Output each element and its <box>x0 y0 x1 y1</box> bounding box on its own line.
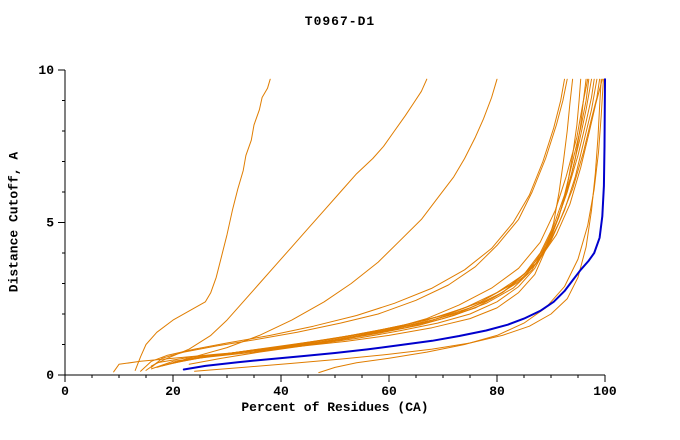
x-tick-label: 60 <box>381 384 397 399</box>
model-curve-09 <box>167 78 595 365</box>
model-curve-12 <box>183 78 603 361</box>
x-tick-label: 20 <box>165 384 181 399</box>
model-curve-02 <box>150 78 428 367</box>
x-tick-label: 80 <box>489 384 505 399</box>
model-curve-10 <box>172 78 598 364</box>
y-tick-label: 5 <box>46 216 54 231</box>
model-curve-17 <box>188 78 589 365</box>
y-tick-label: 0 <box>46 368 54 383</box>
model-curve-13 <box>194 78 602 372</box>
chart-title: T0967-D1 <box>304 14 376 29</box>
model-curve-06 <box>150 78 587 370</box>
x-axis-label: Percent of Residues (CA) <box>241 400 429 415</box>
x-tick-label: 0 <box>61 384 69 399</box>
x-tick-label: 100 <box>593 384 617 399</box>
model-curve-07 <box>156 78 590 368</box>
model-curve-16 <box>150 78 568 368</box>
model-curve-11 <box>177 78 601 362</box>
model-curve-01 <box>134 78 271 371</box>
model-curve-15 <box>140 78 565 372</box>
y-tick-label: 10 <box>38 63 54 78</box>
model-curve-04 <box>113 78 574 373</box>
x-tick-label: 40 <box>273 384 289 399</box>
model-curve-08 <box>161 78 592 367</box>
highlighted-model-curve <box>182 78 606 371</box>
model-curve-14 <box>318 78 604 374</box>
